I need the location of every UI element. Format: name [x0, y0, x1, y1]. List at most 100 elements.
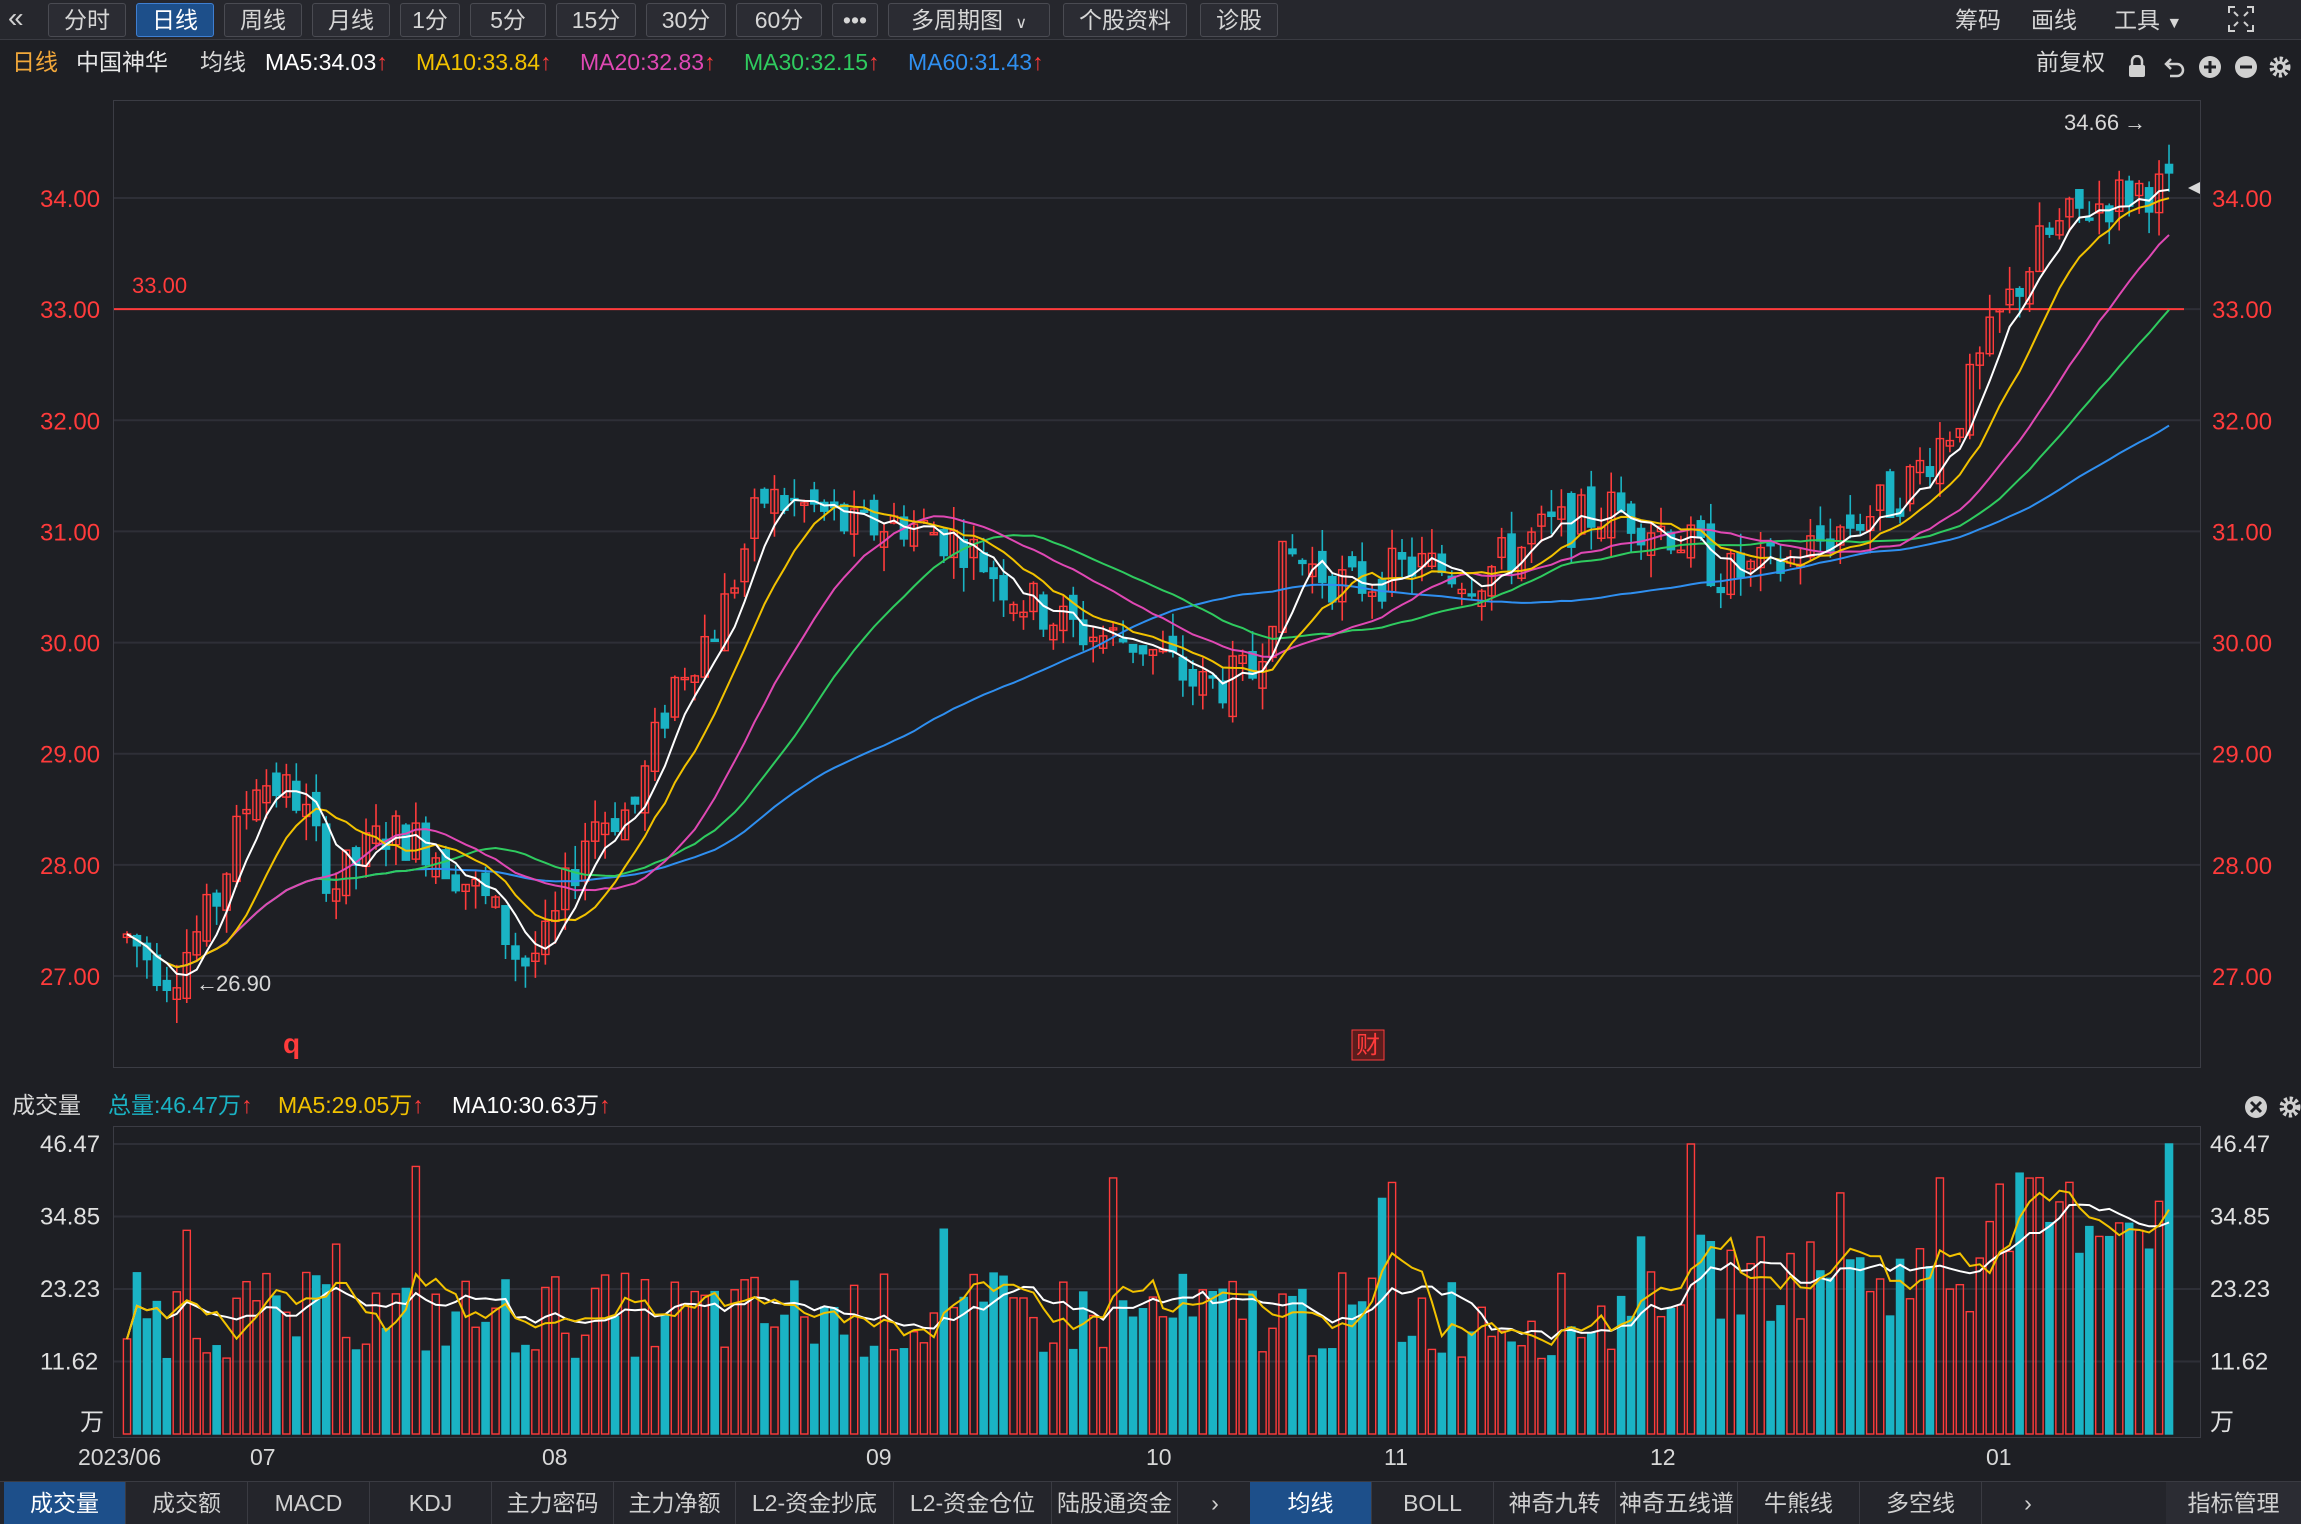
candle-body	[1875, 484, 1885, 511]
candle-body	[1238, 654, 1247, 665]
double-chevron-left-icon[interactable]: «	[8, 2, 24, 33]
gear-icon[interactable]	[2268, 51, 2292, 91]
indicator-tab[interactable]: L2-资金仓位	[894, 1482, 1052, 1524]
volume-bar	[829, 1306, 839, 1435]
volume-bar	[859, 1356, 869, 1435]
candle-body	[989, 567, 998, 580]
period-button[interactable]: 15分	[556, 3, 636, 37]
multi-period-button[interactable]: 多周期图 ∨	[888, 3, 1050, 37]
chips-button[interactable]: 筹码	[1955, 7, 2001, 33]
lock-icon[interactable]	[2126, 51, 2148, 91]
candle-body	[461, 883, 470, 893]
candle	[202, 883, 211, 947]
diagnose-button[interactable]: 诊股	[1200, 3, 1278, 37]
volume-bar	[1577, 1336, 1586, 1435]
indicator-tab[interactable]: L2-资金抄底	[736, 1482, 894, 1524]
fullscreen-icon[interactable]	[2226, 3, 2256, 37]
indicator-tab[interactable]: 成交额	[126, 1482, 248, 1524]
candle	[411, 802, 421, 863]
overlay-tab[interactable]: 神奇五线谱	[1616, 1482, 1738, 1524]
draw-button[interactable]: 画线	[2031, 7, 2077, 33]
candle-body	[770, 488, 779, 514]
volume-bar	[1796, 1318, 1805, 1435]
candle-body	[849, 508, 859, 535]
candle-body	[630, 796, 640, 805]
candle	[640, 760, 650, 831]
zoom-out-icon[interactable]	[2234, 51, 2258, 91]
overlay-tab[interactable]: 多空线	[1860, 1482, 1982, 1524]
ma30-line	[126, 309, 2170, 969]
candle	[600, 811, 610, 859]
period-button[interactable]: 30分	[646, 3, 726, 37]
period-button[interactable]: 60分	[736, 3, 822, 37]
volume-bar	[680, 1303, 690, 1435]
volume-bar	[2025, 1177, 2034, 1435]
tools-button[interactable]: 工具 ▼	[2114, 3, 2182, 37]
candle-body	[1318, 550, 1327, 583]
candle	[979, 537, 988, 574]
candle-body	[810, 489, 819, 505]
volume-bar	[2005, 1250, 2014, 1435]
candle-body	[1636, 527, 1646, 546]
overlay-tab[interactable]: 均线	[1250, 1482, 1372, 1524]
reference-line-label: 33.00	[132, 273, 187, 298]
candle	[1935, 422, 1945, 497]
candle-body	[331, 888, 341, 902]
indicator-tab[interactable]: 主力密码	[492, 1482, 614, 1524]
candle-body	[1925, 466, 1935, 478]
candle-body	[760, 488, 769, 504]
overlay-tab[interactable]: 牛熊线	[1738, 1482, 1860, 1524]
volume-bar	[232, 1297, 241, 1435]
candle-body	[1955, 427, 1965, 438]
volume-total: 总量:46.47万↑	[108, 1092, 253, 1118]
indicator-tab[interactable]: 陆股通资金	[1052, 1482, 1178, 1524]
chevron-right-icon-2[interactable]: ›	[2024, 1490, 2032, 1516]
undo-icon[interactable]	[2162, 51, 2186, 91]
ma10-line	[126, 197, 2170, 969]
candle-body	[2134, 182, 2144, 197]
candle-body	[1367, 591, 1377, 597]
volume-bar	[849, 1284, 859, 1435]
candle	[1337, 555, 1347, 621]
ma-label[interactable]: 均线	[200, 49, 246, 75]
chevron-right-icon[interactable]: ›	[1211, 1490, 1219, 1516]
candle	[680, 667, 690, 691]
candle-body	[600, 822, 610, 836]
period-button[interactable]: 周线	[224, 3, 302, 37]
indicator-tab[interactable]: 主力净额	[614, 1482, 736, 1524]
candle-body	[1098, 635, 1108, 649]
volume-gear-icon[interactable]	[2278, 1093, 2301, 1129]
volume-bar	[1337, 1272, 1347, 1435]
candle-body	[192, 931, 201, 956]
stock-info-button[interactable]: 个股资料	[1063, 3, 1187, 37]
overlay-tab[interactable]: BOLL	[1372, 1482, 1494, 1524]
volume-bar	[660, 1313, 670, 1435]
volume-title[interactable]: 成交量	[12, 1092, 81, 1118]
volume-bar	[1318, 1348, 1327, 1435]
candle-body	[660, 712, 670, 729]
candle	[242, 791, 251, 830]
indicator-manager-button[interactable]: 指标管理	[2166, 1482, 2301, 1524]
price-chart[interactable]: 34.00 34.00 33.00 33.00 32.00 32.00 31.00 31.00…	[0, 100, 2301, 1068]
adjust-label[interactable]: 前复权	[2036, 49, 2105, 75]
period-button[interactable]: 日线	[136, 3, 214, 37]
volume-bar	[1716, 1318, 1726, 1435]
indicator-tab[interactable]: KDJ	[370, 1482, 492, 1524]
period-button[interactable]: 1分	[400, 3, 460, 37]
candle	[1407, 537, 1417, 595]
volume-chart[interactable]: 46.47 46.47 34.85 34.85 23.23 23.23 11.62 11.62…	[0, 1126, 2301, 1438]
candle-body	[1646, 532, 1656, 556]
volume-bar	[1427, 1348, 1437, 1435]
stock-name[interactable]: 中国神华	[76, 49, 168, 75]
zoom-in-icon[interactable]	[2198, 51, 2222, 91]
period-button[interactable]: 5分	[470, 3, 546, 37]
more-button[interactable]: •••	[832, 3, 878, 37]
indicator-tab[interactable]: MACD	[248, 1482, 370, 1524]
close-icon[interactable]	[2244, 1093, 2268, 1129]
period-button[interactable]: 月线	[312, 3, 390, 37]
overlay-tab[interactable]: 神奇九转	[1494, 1482, 1616, 1524]
indicator-tab[interactable]: 成交量	[4, 1482, 126, 1524]
candle-body	[1975, 352, 1985, 366]
candle-body	[501, 905, 510, 946]
period-button[interactable]: 分时	[48, 3, 126, 37]
